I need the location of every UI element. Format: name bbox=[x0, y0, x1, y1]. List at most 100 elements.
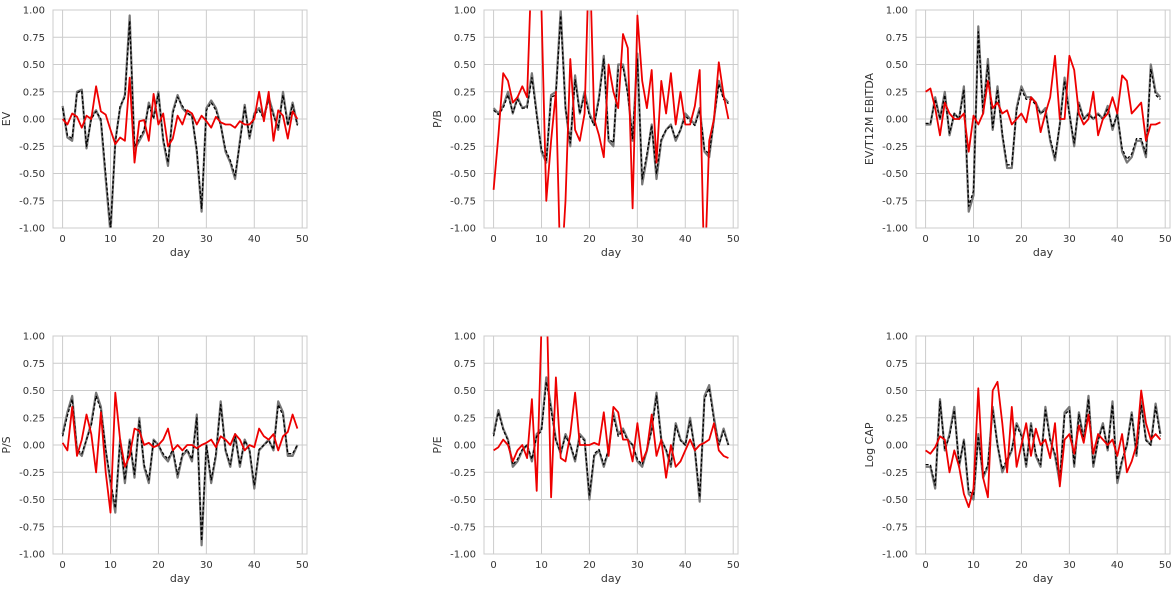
y-tick-label: -0.50 bbox=[882, 169, 908, 180]
x-tick-label: 20 bbox=[1015, 234, 1028, 245]
x-axis-label: day bbox=[1033, 246, 1054, 259]
y-axis-label: EV bbox=[0, 111, 13, 126]
x-tick-label: 0 bbox=[59, 560, 65, 571]
plot-frame bbox=[915, 9, 1171, 229]
y-tick-label: -1.00 bbox=[882, 550, 908, 561]
series-line-black bbox=[925, 398, 1162, 496]
series-line-red bbox=[61, 76, 299, 164]
x-axis-label: day bbox=[170, 572, 191, 585]
chart-panel: 0 10 20 30 40 50 -1.00 -0.75 -0.50 -0.25 0.00 0.25 0… bbox=[0, 332, 309, 586]
x-tick-label: 10 bbox=[967, 234, 980, 245]
y-tick-label: -0.50 bbox=[450, 495, 476, 506]
y-tick-label: 1.00 bbox=[23, 6, 45, 17]
plot-frame bbox=[52, 335, 308, 555]
y-tick-label: -0.75 bbox=[450, 196, 476, 207]
y-tick-label: -0.50 bbox=[19, 495, 45, 506]
x-tick-label: 30 bbox=[1063, 234, 1076, 245]
y-tick-label: 0.75 bbox=[454, 359, 476, 370]
y-tick-label: 0.75 bbox=[454, 33, 476, 44]
y-tick-label: 0.25 bbox=[454, 413, 476, 424]
y-tick-label: -0.75 bbox=[450, 522, 476, 533]
series-line-black bbox=[492, 381, 730, 498]
y-tick-label: -0.25 bbox=[450, 468, 476, 479]
y-tick-label: 0.75 bbox=[23, 359, 45, 370]
x-tick-label: 20 bbox=[583, 560, 596, 571]
chart-panel: 0 10 20 30 40 50 -1.00 -0.75 -0.50 -0.25 0.00 0.25 0… bbox=[431, 6, 740, 260]
plot-frame bbox=[915, 335, 1171, 555]
x-tick-label: 50 bbox=[1159, 234, 1172, 245]
y-tick-label: 0.50 bbox=[454, 60, 476, 71]
y-tick-label: -1.00 bbox=[450, 224, 476, 235]
x-tick-label: 40 bbox=[1111, 234, 1124, 245]
x-tick-label: 30 bbox=[200, 560, 213, 571]
x-tick-label: 0 bbox=[59, 234, 65, 245]
plot-frame bbox=[483, 335, 739, 555]
x-tick-label: 0 bbox=[922, 560, 928, 571]
y-tick-label: 0.25 bbox=[23, 413, 45, 424]
series-line-red bbox=[925, 380, 1162, 509]
y-tick-label: 0.25 bbox=[886, 413, 908, 424]
x-tick-label: 40 bbox=[679, 560, 692, 571]
y-tick-label: 0.00 bbox=[23, 115, 45, 126]
chart-panel: 0 10 20 30 40 50 -1.00 -0.75 -0.50 -0.25 0.00 0.25 0… bbox=[0, 6, 309, 260]
y-tick-label: -0.50 bbox=[882, 495, 908, 506]
x-tick-label: 40 bbox=[248, 560, 261, 571]
x-tick-label: 50 bbox=[296, 234, 309, 245]
y-tick-label: 0.50 bbox=[23, 60, 45, 71]
x-tick-label: 30 bbox=[631, 234, 644, 245]
x-tick-label: 20 bbox=[152, 234, 165, 245]
y-tick-label: 0.25 bbox=[886, 87, 908, 98]
y-tick-label: 0.00 bbox=[454, 441, 476, 452]
y-tick-label: 0.00 bbox=[23, 441, 45, 452]
y-tick-label: 0.50 bbox=[886, 60, 908, 71]
y-tick-label: 0.00 bbox=[886, 441, 908, 452]
plot-frame bbox=[483, 9, 739, 229]
y-tick-label: 1.00 bbox=[886, 332, 908, 343]
y-axis-label: P/B bbox=[431, 110, 444, 128]
y-tick-label: -0.25 bbox=[882, 468, 908, 479]
x-tick-label: 10 bbox=[104, 560, 117, 571]
x-tick-label: 10 bbox=[535, 560, 548, 571]
x-tick-label: 20 bbox=[152, 560, 165, 571]
y-tick-label: -0.75 bbox=[19, 522, 45, 533]
x-tick-label: 0 bbox=[922, 234, 928, 245]
y-tick-label: 0.50 bbox=[886, 386, 908, 397]
y-tick-label: -0.25 bbox=[19, 468, 45, 479]
plot-frame bbox=[52, 9, 308, 229]
x-axis-label: day bbox=[1033, 572, 1054, 585]
series-line-gray bbox=[492, 10, 730, 186]
y-axis-label: Log CAP bbox=[863, 422, 876, 467]
series-line-red bbox=[61, 391, 299, 514]
series-line-red bbox=[492, 10, 730, 228]
y-tick-label: 1.00 bbox=[886, 6, 908, 17]
y-tick-label: 1.00 bbox=[454, 6, 476, 17]
x-tick-label: 20 bbox=[583, 234, 596, 245]
x-tick-label: 50 bbox=[727, 234, 740, 245]
x-tick-label: 40 bbox=[679, 234, 692, 245]
x-tick-label: 40 bbox=[248, 234, 261, 245]
y-tick-label: 0.25 bbox=[23, 87, 45, 98]
y-tick-label: -1.00 bbox=[19, 224, 45, 235]
series-line-black bbox=[493, 14, 729, 180]
x-tick-label: 20 bbox=[1015, 560, 1028, 571]
y-tick-label: -1.00 bbox=[882, 224, 908, 235]
x-tick-label: 50 bbox=[1159, 560, 1172, 571]
x-tick-label: 10 bbox=[104, 234, 117, 245]
x-axis-label: day bbox=[601, 572, 622, 585]
y-tick-label: 0.00 bbox=[454, 115, 476, 126]
y-tick-label: -0.75 bbox=[882, 522, 908, 533]
x-tick-label: 30 bbox=[631, 560, 644, 571]
y-tick-label: 1.00 bbox=[454, 332, 476, 343]
y-tick-label: -0.25 bbox=[450, 142, 476, 153]
y-tick-label: 0.75 bbox=[886, 33, 908, 44]
y-tick-label: 0.75 bbox=[886, 359, 908, 370]
x-tick-label: 10 bbox=[535, 234, 548, 245]
series-line-red bbox=[493, 336, 729, 499]
chart-panel: 0 10 20 30 40 50 -1.00 -0.75 -0.50 -0.25 0.00 0.25 0… bbox=[431, 332, 740, 586]
chart-panel: 0 10 20 30 40 50 -1.00 -0.75 -0.50 -0.25 0.00 0.25 0… bbox=[863, 6, 1172, 260]
y-tick-label: -0.75 bbox=[19, 196, 45, 207]
y-tick-label: -0.50 bbox=[19, 169, 45, 180]
chart-panel: 0 10 20 30 40 50 -1.00 -0.75 -0.50 -0.25 0.00 0.25 0… bbox=[863, 332, 1172, 586]
y-tick-label: -0.50 bbox=[450, 169, 476, 180]
x-axis-label: day bbox=[601, 246, 622, 259]
